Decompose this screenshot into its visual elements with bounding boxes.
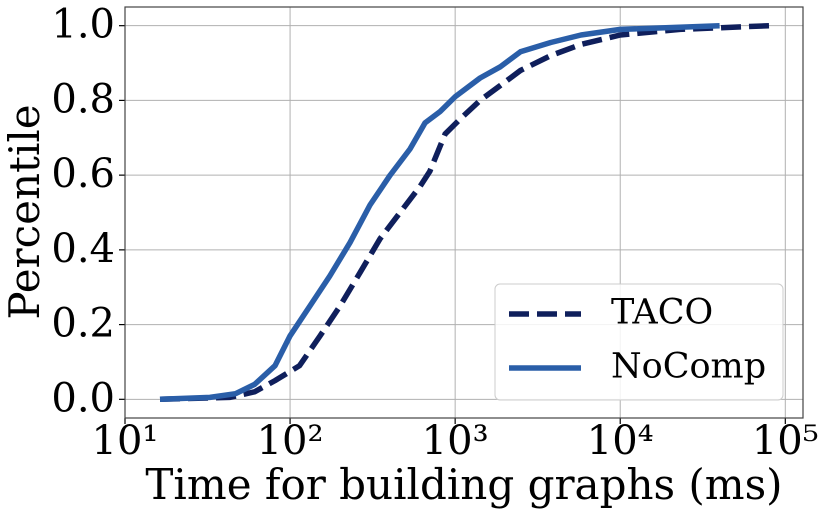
series-line <box>159 22 770 403</box>
series-line <box>159 22 720 403</box>
y-tick-label: 1.0 <box>51 2 115 48</box>
x-tick-label: 10⁵ <box>752 418 819 464</box>
plot-frame <box>124 6 804 419</box>
x-axis-label: Time for building graphs (ms) <box>145 460 782 509</box>
y-tick-label: 0.8 <box>51 76 115 122</box>
x-tick-label: 10¹ <box>92 418 159 464</box>
legend-label: NoComp <box>611 347 766 387</box>
y-tick-label: 0.4 <box>51 226 115 272</box>
y-tick-label: 0.0 <box>51 375 115 421</box>
y-tick-label: 0.6 <box>51 151 115 197</box>
y-axis-label: Percentile <box>0 104 49 319</box>
y-tick-label: 0.2 <box>51 301 115 347</box>
x-tick-label: 10³ <box>422 418 489 464</box>
x-tick-label: 10⁴ <box>587 418 654 464</box>
x-tick-label: 10² <box>257 418 324 464</box>
legend-label: TACO <box>611 293 713 333</box>
